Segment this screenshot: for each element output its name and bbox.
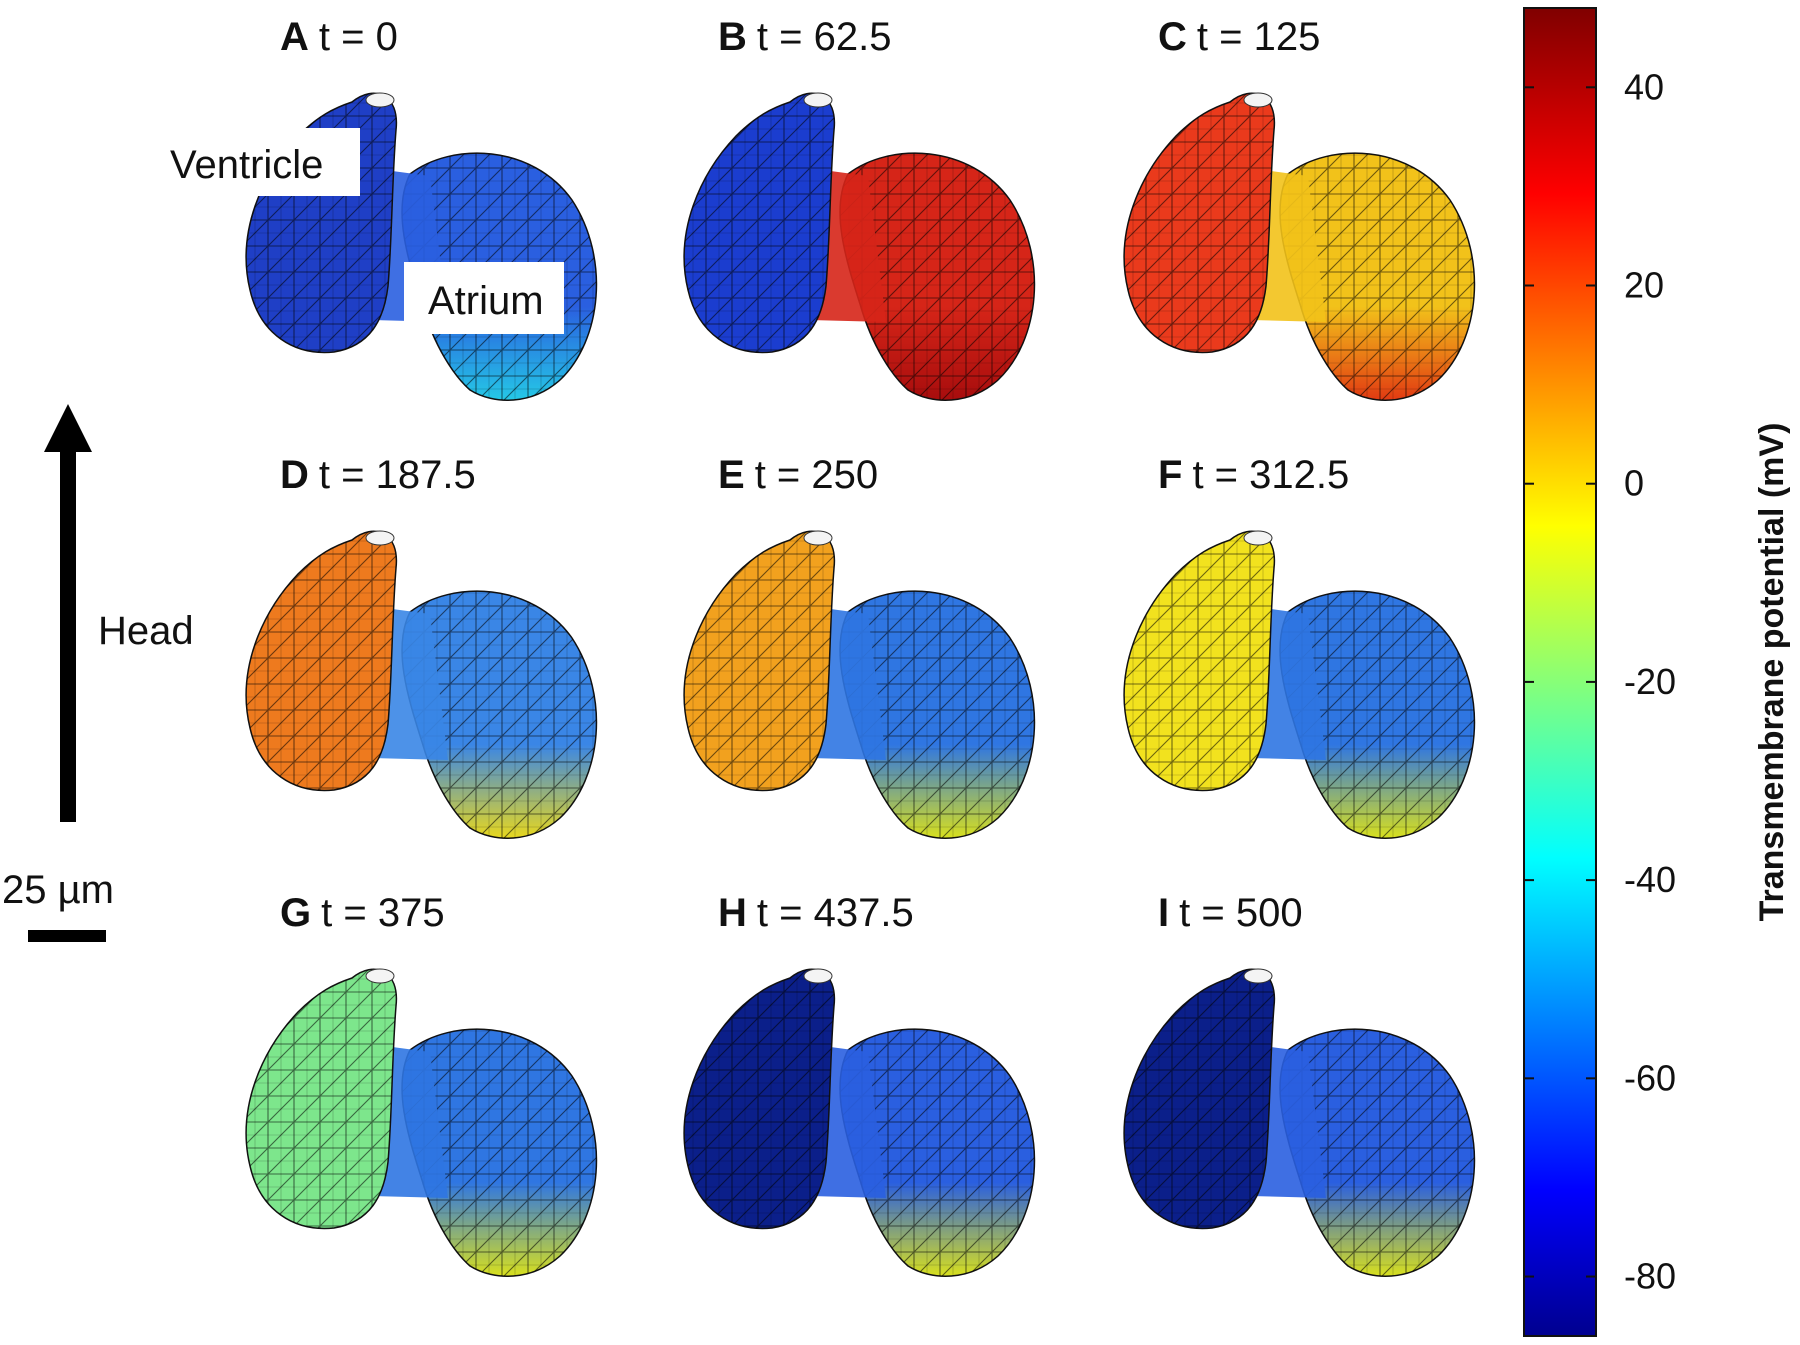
- colorbar: 40 20 0 -20 -40 -60 -80 Transmembrane potentia…: [1523, 7, 1791, 1337]
- colorbar-title: Transmembrane potential (mV): [1753, 423, 1791, 922]
- scale-label: 25 µm: [2, 868, 114, 912]
- ventricle-label-box: [162, 128, 360, 196]
- orientation-arrow: [44, 404, 92, 822]
- panel-time: t = 437.5: [757, 891, 914, 935]
- panel-time: t = 250: [755, 453, 878, 497]
- atrium-mesh: [401, 591, 597, 839]
- ventricle-mesh: [1124, 969, 1275, 1229]
- arrow-up-icon: [44, 404, 92, 452]
- panel-letter: F: [1158, 453, 1182, 497]
- panel-letter: B: [718, 15, 747, 59]
- panel-time: t = 0: [319, 15, 398, 59]
- colorbar-tick-label: -40: [1624, 859, 1676, 900]
- atrium-mesh: [1279, 153, 1475, 401]
- ventricle-mesh: [684, 93, 835, 353]
- outflow-tip: [803, 530, 833, 546]
- atrium-mesh: [1279, 591, 1475, 839]
- outflow-tip: [365, 530, 395, 546]
- colorbar-tick-label: 20: [1624, 264, 1664, 305]
- ventricle-mesh: [1124, 531, 1275, 791]
- colorbar-gradient: [1523, 7, 1597, 1337]
- ventricle-mesh: [684, 969, 835, 1229]
- panel-letter: H: [718, 891, 747, 935]
- panel-letter: C: [1158, 15, 1187, 59]
- colorbar-tick-label: -60: [1624, 1057, 1676, 1098]
- ventricle-label: Ventricle: [170, 143, 323, 187]
- panel-time: t = 375: [321, 891, 444, 935]
- ventricle-mesh: [246, 969, 397, 1229]
- outflow-tip: [1243, 530, 1273, 546]
- outflow-tip: [365, 968, 395, 984]
- panel-time: t = 500: [1179, 891, 1302, 935]
- outflow-tip: [365, 92, 395, 108]
- panel-letter: E: [718, 453, 745, 497]
- panel-letter: D: [280, 453, 309, 497]
- panel-letter: A: [280, 15, 309, 59]
- scale-bar: [28, 930, 106, 942]
- colorbar-ticks: 40 20 0 -20 -40 -60 -80: [1524, 66, 1676, 1297]
- colorbar-tick-label: -20: [1624, 661, 1676, 702]
- outflow-tip: [1243, 968, 1273, 984]
- ventricle-mesh: [684, 531, 835, 791]
- colorbar-tick-label: 40: [1624, 66, 1664, 107]
- panel-letter: G: [280, 891, 311, 935]
- atrium-mesh: [839, 153, 1035, 401]
- atrium-label-box: [404, 262, 564, 334]
- region-labels: Ventricle Atrium: [162, 128, 564, 334]
- panel-time: t = 62.5: [757, 15, 892, 59]
- outflow-tip: [803, 92, 833, 108]
- panel-time: t = 125: [1197, 15, 1320, 59]
- panel-letter: I: [1158, 891, 1169, 935]
- panel-time: t = 312.5: [1192, 453, 1349, 497]
- ventricle-mesh: [1124, 93, 1275, 353]
- atrium-mesh: [401, 1029, 597, 1277]
- ventricle-mesh: [246, 531, 397, 791]
- atrium-mesh: [839, 591, 1035, 839]
- head-label: Head: [98, 609, 194, 653]
- outflow-tip: [803, 968, 833, 984]
- panel-time: t = 187.5: [319, 453, 476, 497]
- outflow-tip: [1243, 92, 1273, 108]
- colorbar-tick-label: 0: [1624, 463, 1644, 504]
- atrium-mesh: [1279, 1029, 1475, 1277]
- atrium-label: Atrium: [428, 279, 544, 323]
- colorbar-tick-label: -80: [1624, 1256, 1676, 1297]
- atrium-mesh: [839, 1029, 1035, 1277]
